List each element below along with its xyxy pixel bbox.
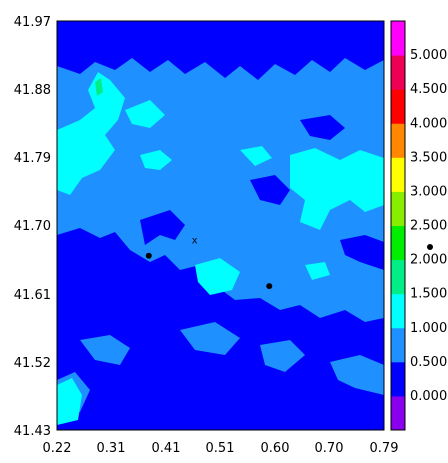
x-tick-label: 0.31 <box>97 441 126 456</box>
colorbar-label: 1.000 <box>410 321 447 336</box>
marker-dot <box>145 252 152 259</box>
band-high-right <box>290 148 384 230</box>
marker-dot <box>266 283 273 290</box>
off-axis-dot <box>427 244 433 250</box>
colorbar-label: 0.500 <box>410 355 447 370</box>
band-high-center-2 <box>140 150 172 170</box>
y-tick-label: 41.88 <box>14 83 51 98</box>
colorbar-swatch <box>391 89 405 124</box>
band-low-center-2 <box>250 175 290 205</box>
x-tick-label: 0.60 <box>261 441 290 456</box>
band-low-right-2 <box>340 235 384 270</box>
band-high-bottom-left <box>57 378 82 425</box>
colorbar-label: 4.000 <box>410 116 447 131</box>
colorbar-label: 1.500 <box>410 287 447 302</box>
colorbar-swatch <box>391 327 405 363</box>
y-tick-label: 41.70 <box>14 219 51 234</box>
colorbar-label: 5.000 <box>410 48 447 63</box>
colorbar-swatch <box>391 395 405 431</box>
y-tick-label: 41.61 <box>14 288 51 303</box>
marker-cross: x <box>192 236 198 247</box>
band-high-center-1 <box>195 258 240 295</box>
colorbar-label: 2.000 <box>410 253 447 268</box>
colorbar-frame <box>390 20 406 431</box>
colorbar-labels: 0.000 0.500 1.000 1.500 2.000 2.500 3.000 3.500… <box>410 48 447 404</box>
band-mid-bottom-4 <box>330 355 384 395</box>
band-low-top-left <box>57 21 100 60</box>
colorbar-swatch <box>391 157 405 192</box>
colorbar-swatch <box>391 293 405 329</box>
band-mid-bottom-3 <box>260 340 305 372</box>
x-axis: 0.22 0.31 0.41 0.51 0.60 0.70 0.79 <box>43 441 399 456</box>
markers: x <box>145 236 433 290</box>
colorbar-swatch <box>391 21 405 56</box>
band-low-right-1 <box>300 115 345 140</box>
x-tick-label: 0.79 <box>370 441 399 456</box>
band-high-top-left <box>57 72 125 195</box>
y-tick-label: 41.52 <box>14 356 51 371</box>
y-tick-label: 41.43 <box>14 424 51 439</box>
colorbar-label: 4.500 <box>410 82 447 97</box>
band-low-left-mid-inner <box>57 250 145 310</box>
colorbar-label: 2.500 <box>410 219 447 234</box>
y-tick-label: 41.79 <box>14 151 51 166</box>
y-tick-label: 41.97 <box>14 15 51 30</box>
x-tick-label: 0.51 <box>206 441 235 456</box>
colorbar-swatch <box>391 225 405 261</box>
x-tick-label: 0.41 <box>152 441 181 456</box>
plot-frame <box>56 20 385 431</box>
band-high-top-left-2 <box>125 100 165 128</box>
colorbar-label: 3.000 <box>410 184 447 199</box>
colorbar-swatches <box>391 21 405 431</box>
x-tick-label: 0.22 <box>43 441 72 456</box>
colorbar-swatch <box>391 55 405 90</box>
band-mid-bottom-2 <box>180 322 240 355</box>
plot-area <box>57 21 384 430</box>
band-mid-bottom-1 <box>80 335 130 365</box>
colorbar-swatch <box>391 123 405 158</box>
colorbar-label: 0.000 <box>410 389 447 404</box>
colorbar: 0.000 0.500 1.000 1.500 2.000 2.500 3.000 3.500… <box>390 20 447 431</box>
colorbar-label: 3.500 <box>410 150 447 165</box>
x-tick-label: 0.70 <box>315 441 344 456</box>
colorbar-swatch <box>391 361 405 397</box>
band-peak-patch <box>95 78 103 96</box>
y-axis: 41.97 41.88 41.79 41.70 41.61 41.52 41.4… <box>14 15 51 439</box>
band-low-center-1 <box>140 210 185 245</box>
colorbar-swatch <box>391 259 405 295</box>
band-high-small-1 <box>305 262 330 280</box>
band-low-top <box>57 21 384 80</box>
colorbar-swatch <box>391 191 405 226</box>
band-high-center-3 <box>240 146 272 166</box>
